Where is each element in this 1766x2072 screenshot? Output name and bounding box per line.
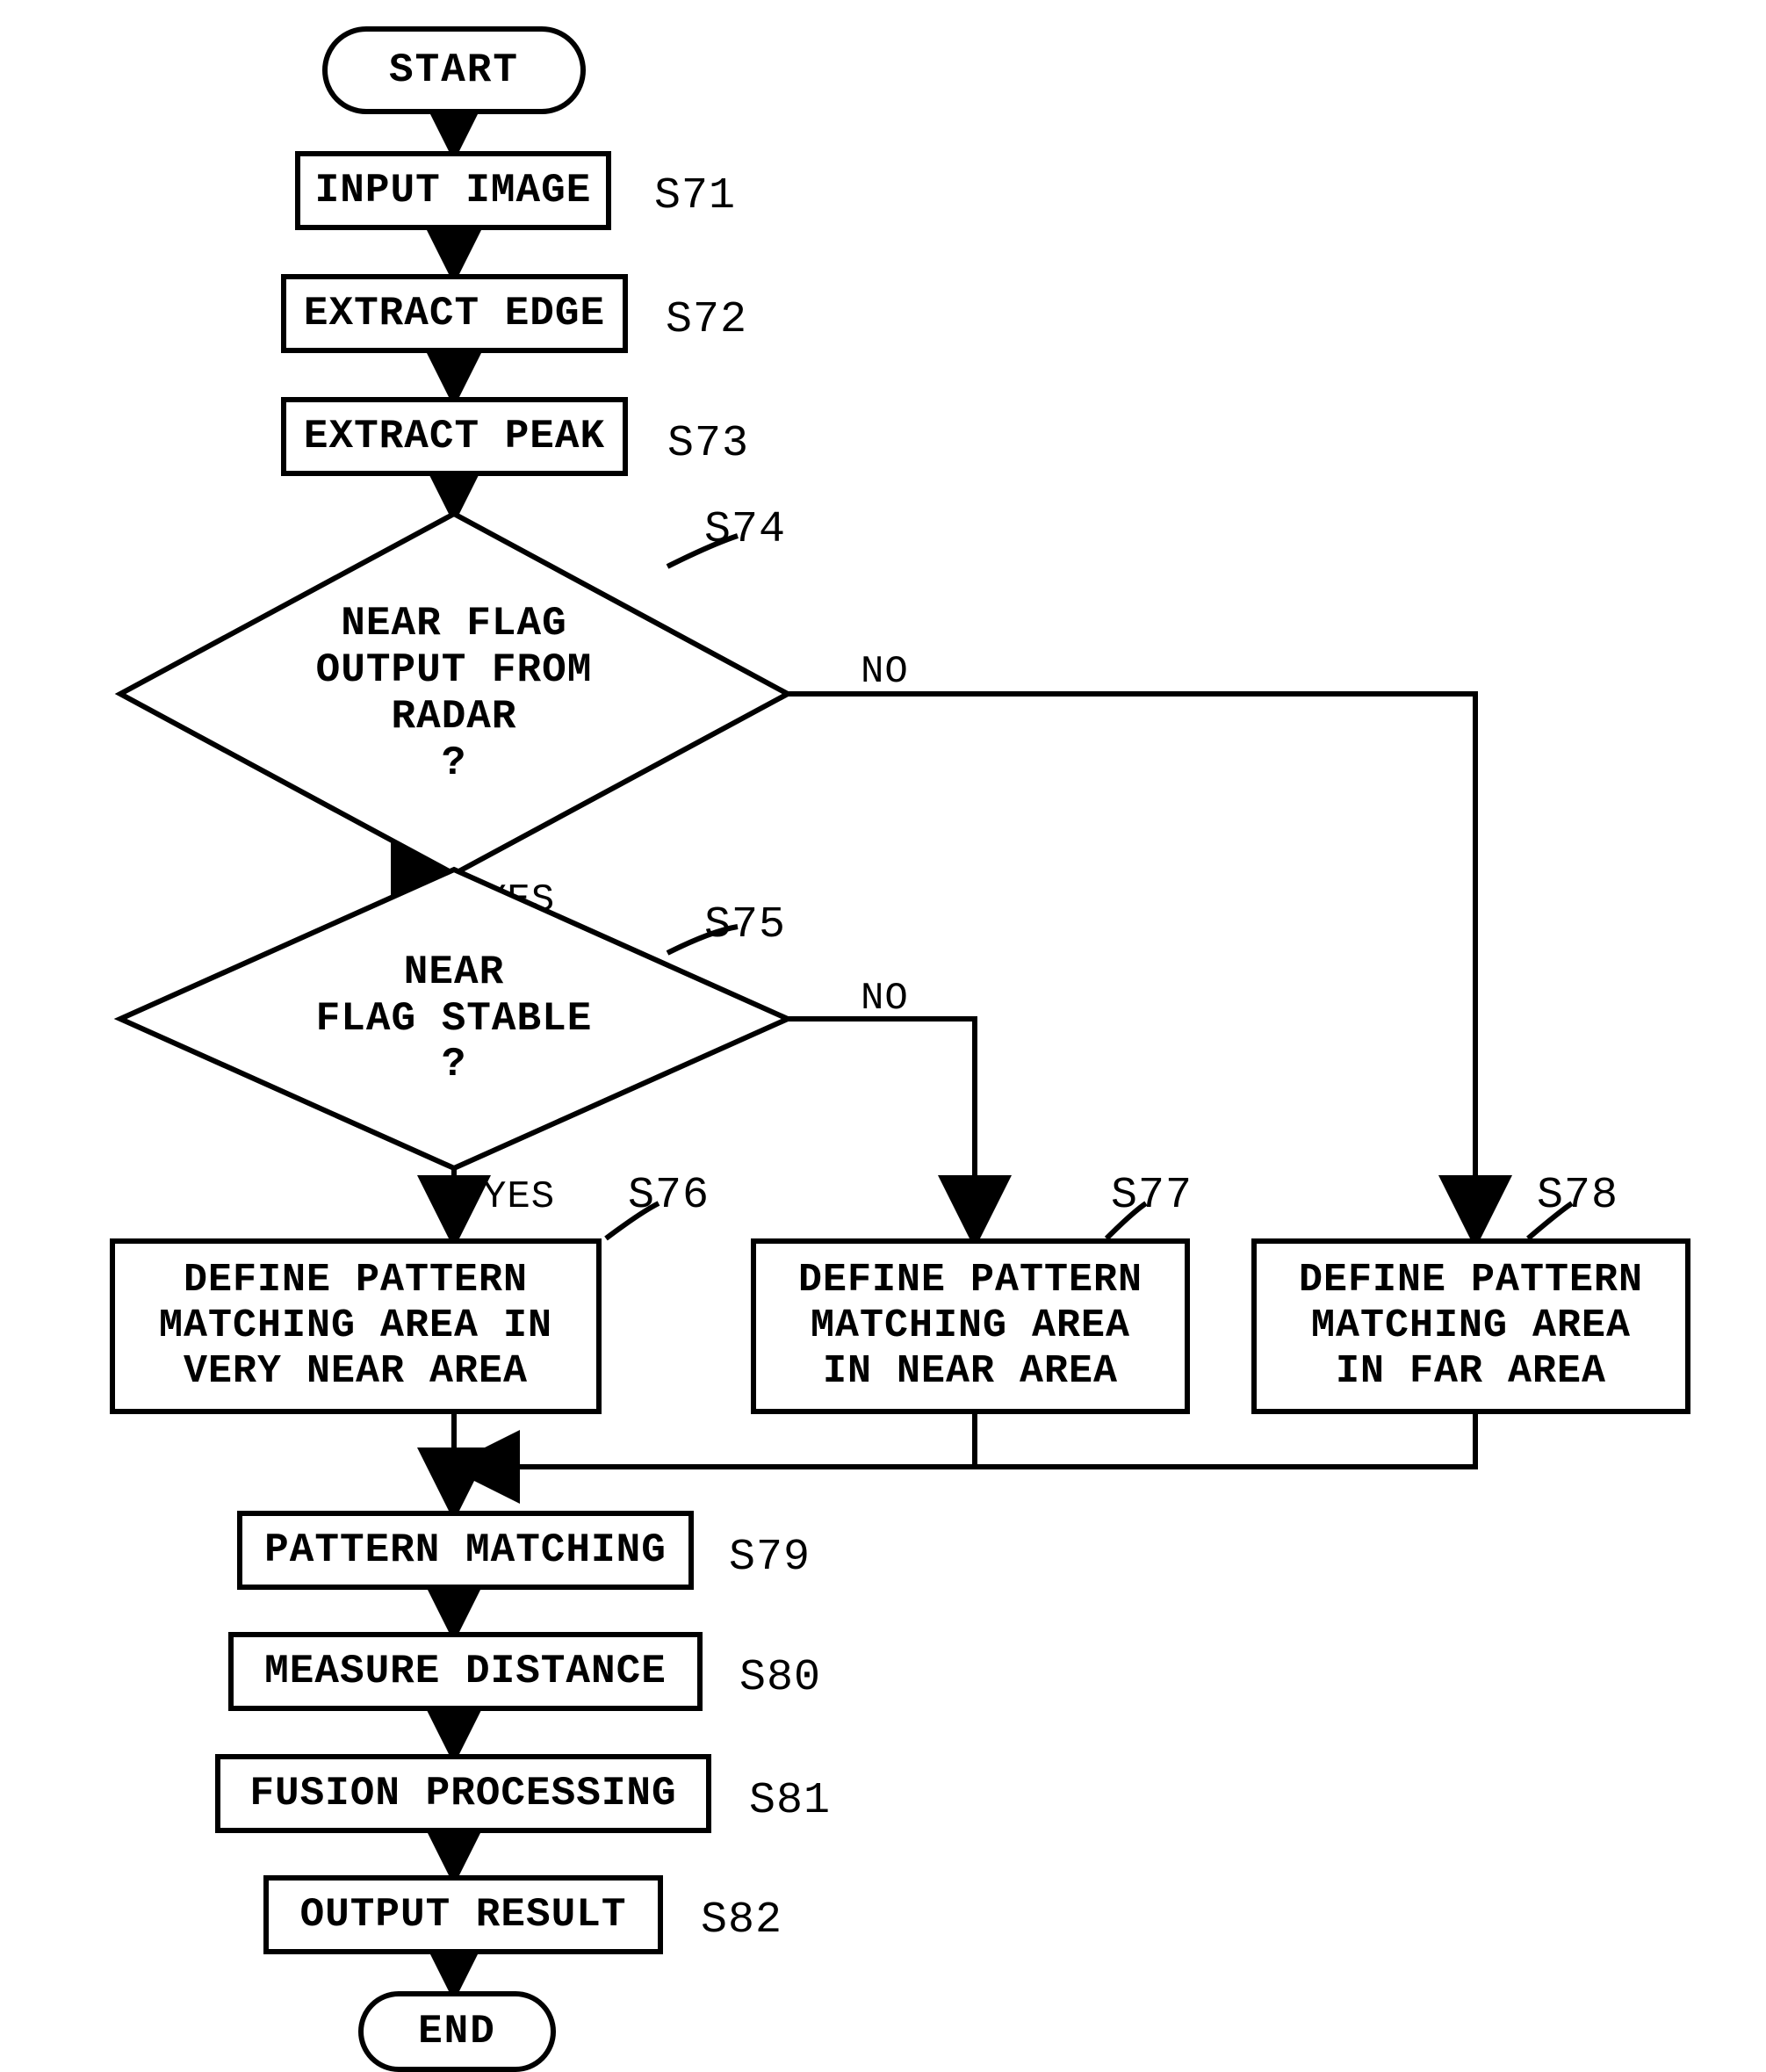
s81-tag: S81 bbox=[749, 1776, 831, 1826]
s74-tag: S74 bbox=[704, 505, 786, 555]
s77-text: DEFINE PATTERN MATCHING AREA IN NEAR ARE… bbox=[798, 1258, 1142, 1394]
s71-tag: S71 bbox=[654, 171, 736, 221]
s76-text: DEFINE PATTERN MATCHING AREA IN VERY NEA… bbox=[159, 1258, 552, 1394]
process-measure-distance: MEASURE DISTANCE bbox=[228, 1632, 703, 1711]
s72-tag: S72 bbox=[666, 295, 747, 345]
start-label: START bbox=[389, 47, 519, 93]
s78-tag: S78 bbox=[1537, 1171, 1618, 1221]
s74-no-label: NO bbox=[861, 650, 909, 694]
s82-tag: S82 bbox=[701, 1895, 782, 1946]
process-define-far: DEFINE PATTERN MATCHING AREA IN FAR AREA bbox=[1251, 1238, 1690, 1414]
process-input-image: INPUT IMAGE bbox=[295, 151, 611, 230]
s75-tag: S75 bbox=[704, 900, 786, 950]
s73-text: EXTRACT PEAK bbox=[304, 414, 605, 460]
start-terminal: START bbox=[322, 26, 586, 114]
s75-no-label: NO bbox=[861, 977, 909, 1021]
s76-tag: S76 bbox=[628, 1171, 710, 1221]
s81-text: FUSION PROCESSING bbox=[249, 1771, 676, 1817]
s79-tag: S79 bbox=[729, 1533, 811, 1583]
s74-text-wrap: NEAR FLAG OUTPUT FROM RADAR ? bbox=[120, 514, 788, 874]
s82-text: OUTPUT RESULT bbox=[300, 1892, 627, 1938]
process-fusion: FUSION PROCESSING bbox=[215, 1754, 711, 1833]
s78-text: DEFINE PATTERN MATCHING AREA IN FAR AREA bbox=[1299, 1258, 1643, 1394]
s73-tag: S73 bbox=[667, 419, 749, 469]
process-extract-edge: EXTRACT EDGE bbox=[281, 274, 628, 353]
s75-text: NEAR FLAG STABLE ? bbox=[316, 949, 593, 1089]
process-output-result: OUTPUT RESULT bbox=[263, 1875, 663, 1954]
s79-text: PATTERN MATCHING bbox=[264, 1527, 667, 1574]
s74-text: NEAR FLAG OUTPUT FROM RADAR ? bbox=[316, 601, 593, 787]
process-define-near: DEFINE PATTERN MATCHING AREA IN NEAR ARE… bbox=[751, 1238, 1190, 1414]
s75-text-wrap: NEAR FLAG STABLE ? bbox=[120, 870, 788, 1168]
process-define-very-near: DEFINE PATTERN MATCHING AREA IN VERY NEA… bbox=[110, 1238, 602, 1414]
s77-tag: S77 bbox=[1111, 1171, 1193, 1221]
s80-text: MEASURE DISTANCE bbox=[264, 1649, 667, 1695]
s72-text: EXTRACT EDGE bbox=[304, 291, 605, 337]
process-pattern-matching: PATTERN MATCHING bbox=[237, 1511, 694, 1590]
process-extract-peak: EXTRACT PEAK bbox=[281, 397, 628, 476]
s71-text: INPUT IMAGE bbox=[315, 168, 592, 214]
s80-tag: S80 bbox=[739, 1653, 821, 1703]
end-terminal: END bbox=[358, 1991, 556, 2072]
s75-yes-label: YES bbox=[483, 1175, 555, 1219]
end-label: END bbox=[418, 2009, 496, 2054]
